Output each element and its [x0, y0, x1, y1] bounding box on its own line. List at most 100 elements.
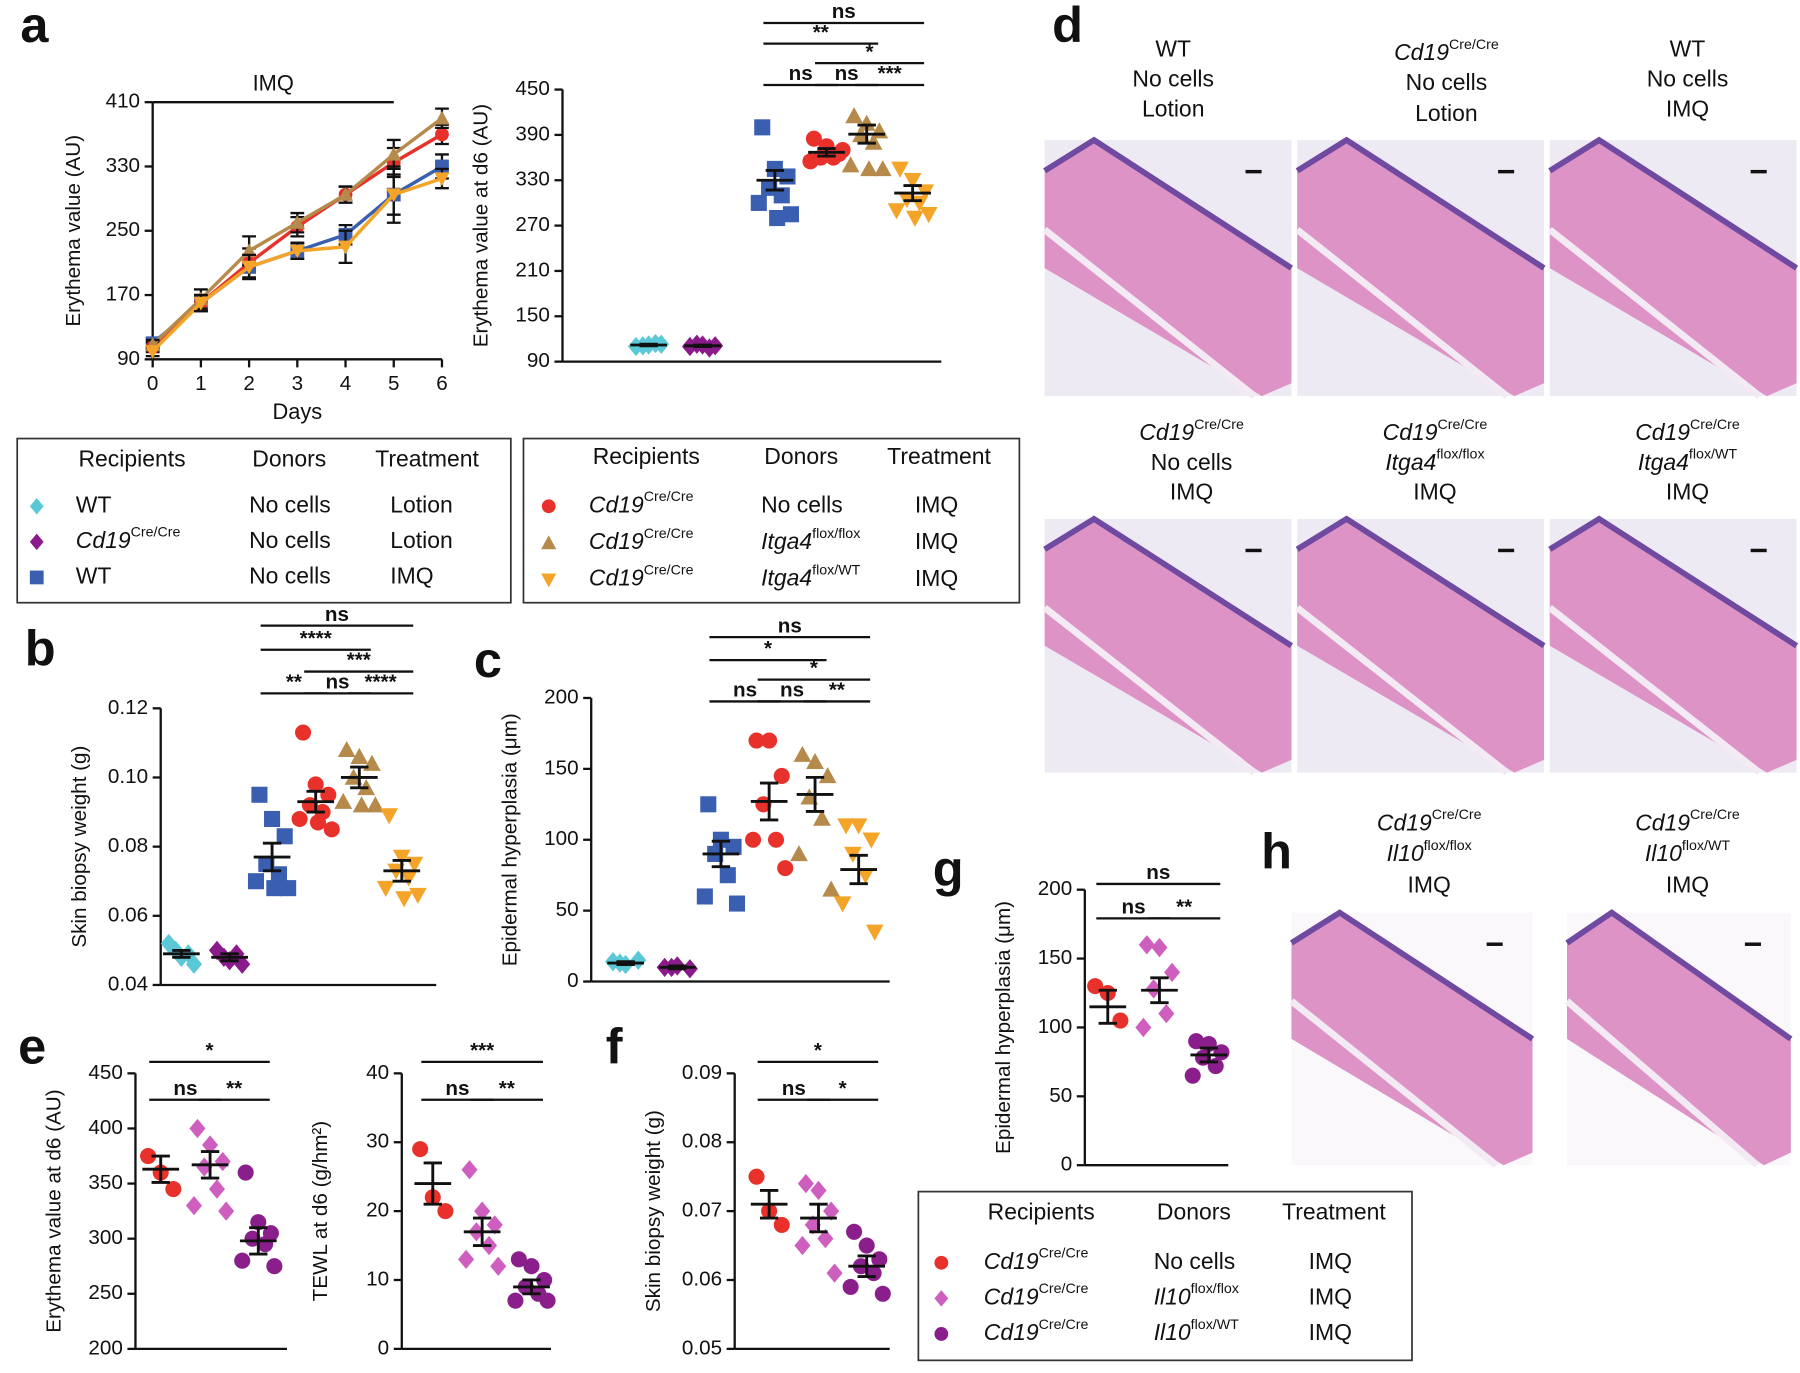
panel-letter: b [25, 619, 56, 676]
marker [794, 1235, 811, 1256]
marker [247, 873, 265, 890]
y-tick-label: 150 [515, 304, 549, 327]
marker [386, 146, 402, 161]
marker [266, 880, 283, 897]
significance: ns [173, 1077, 197, 1100]
marker [834, 141, 851, 159]
marker [434, 110, 450, 125]
marker [767, 831, 785, 848]
significance: ns [325, 671, 349, 694]
histology-layer [1564, 998, 1760, 1168]
image-label-sup: Cre/Cre [1437, 417, 1487, 433]
marker [860, 160, 878, 177]
sem-bar [849, 853, 868, 886]
y-tick-label: 0 [378, 1336, 390, 1359]
y-tick-label: 0.08 [108, 834, 148, 857]
histology-epidermis [1295, 515, 1546, 649]
x-tick-label: 0 [147, 372, 159, 395]
sem-bar [200, 1150, 220, 1180]
y-tick-label: 200 [544, 685, 578, 708]
marker [145, 345, 161, 359]
marker [782, 206, 799, 223]
y-tick-label: 200 [1038, 877, 1072, 900]
image-label: Itga4flox/flox [1385, 446, 1484, 474]
marker [934, 1255, 949, 1270]
x-tick-label: 4 [340, 372, 352, 395]
y-tick-label: 10 [366, 1267, 389, 1290]
y-axis-label: Skin biopsy weight (g) [642, 1110, 665, 1312]
legend-cell: No cells [249, 527, 331, 553]
marker [826, 1263, 843, 1283]
image-label: IMQ [1666, 95, 1709, 121]
legend-cell: No cells [249, 563, 331, 589]
sem-bar [857, 123, 876, 145]
y-axis-label: Erythema value at d6 (AU) [470, 104, 493, 347]
legend-cell: No cells [761, 491, 843, 517]
significance: *** [470, 1039, 495, 1062]
legend-header: Recipients [593, 443, 700, 469]
image-label: Cd19Cre/Cre [1377, 807, 1482, 835]
marker [754, 119, 771, 136]
y-tick-label: 150 [544, 756, 578, 779]
image-label: Lotion [1142, 95, 1205, 121]
significance: ns [325, 603, 349, 626]
sem-bar [903, 184, 922, 203]
marker [185, 1195, 203, 1216]
legend-cell: Lotion [390, 491, 453, 517]
legend-cell-base: Itga4 [761, 565, 812, 591]
significance: ** [499, 1077, 516, 1100]
sem-bar [522, 1278, 541, 1296]
y-axis-label: Erythema value at d6 (AU) [43, 1089, 66, 1332]
y-tick-label: 450 [88, 1061, 122, 1084]
legend-cell-sup: flox/WT [1191, 1317, 1239, 1333]
y-tick-label: 30 [366, 1130, 389, 1153]
marker [934, 1327, 949, 1341]
y-tick-label: 100 [544, 827, 578, 850]
y-tick-label: 20 [366, 1199, 389, 1222]
y-tick-label: 0.05 [682, 1336, 722, 1359]
image-label: IMQ [1413, 479, 1456, 505]
histology-tissue [1044, 140, 1292, 397]
legend-cell: IMQ [915, 491, 958, 517]
image-label-sup: flox/WT [1682, 838, 1730, 854]
image-label: No cells [1151, 449, 1233, 475]
significance: **** [300, 627, 333, 650]
panel-letter: c [474, 631, 502, 688]
histology-layer [1042, 226, 1257, 399]
image-label: IMQ [1170, 479, 1213, 505]
legend-header: Donors [252, 445, 326, 471]
y-tick-label: 50 [556, 898, 579, 921]
marker [140, 1147, 157, 1165]
y-tick-label: 100 [1038, 1015, 1072, 1038]
histology-epidermis [1043, 136, 1294, 271]
sem-bar [220, 952, 239, 963]
marker [541, 499, 556, 514]
significance: * [839, 1077, 848, 1100]
sem-bar [1199, 1046, 1218, 1064]
marker [1188, 1033, 1205, 1050]
marker [903, 173, 922, 190]
y-tick-label: 350 [88, 1171, 122, 1194]
marker [858, 1237, 875, 1254]
marker [266, 1258, 283, 1275]
scale-bar [1744, 942, 1761, 946]
marker [541, 573, 557, 588]
y-tick-label: 170 [106, 282, 140, 305]
marker [251, 786, 268, 803]
image-label-sup: Cre/Cre [1194, 417, 1244, 433]
panel-letter: f [606, 1018, 623, 1075]
marker [241, 243, 257, 258]
significance: ** [1176, 896, 1193, 919]
marker [202, 1135, 219, 1155]
legend-cell-sup: flox/flox [812, 526, 860, 542]
marker [790, 845, 808, 862]
significance: * [764, 637, 773, 660]
marker [334, 792, 353, 809]
significance: * [810, 657, 819, 680]
sem-bar [805, 775, 825, 813]
x-axis-label: Days [272, 399, 322, 424]
marker [934, 1290, 949, 1307]
histology-tissue [1549, 140, 1797, 397]
legend-cell-base: Cd19 [589, 565, 644, 591]
